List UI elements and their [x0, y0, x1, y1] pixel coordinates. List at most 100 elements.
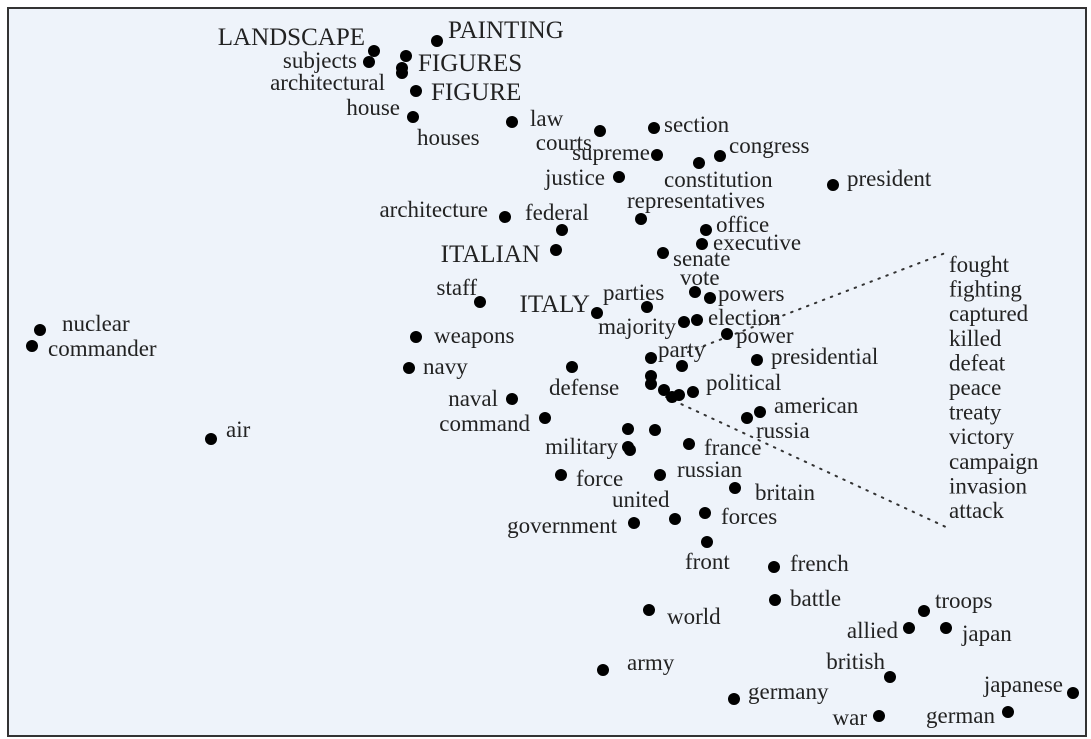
- point-label: ITALY: [520, 291, 590, 318]
- point-architectural: [396, 67, 408, 79]
- point-united: [669, 513, 681, 525]
- callout-word: fought: [949, 252, 1010, 277]
- point-label: naval: [448, 386, 498, 411]
- point-landscape: [368, 45, 380, 57]
- callout-lines: [665, 251, 949, 529]
- point-label: troops: [935, 588, 993, 613]
- point-label: britain: [755, 480, 816, 505]
- point-italy: [591, 307, 603, 319]
- point: [645, 378, 657, 390]
- point-forces: [699, 507, 711, 519]
- point: [658, 384, 670, 396]
- point-representatives: [635, 213, 647, 225]
- point-war: [873, 710, 885, 722]
- point-label: FIGURES: [418, 50, 522, 77]
- point: [566, 361, 578, 373]
- point-russian: [654, 469, 666, 481]
- point-label: powers: [718, 281, 784, 306]
- point-army: [597, 664, 609, 676]
- callout-word-list: foughtfightingcapturedkilleddefeatpeacet…: [949, 252, 1039, 523]
- point-law: [506, 116, 518, 128]
- point-label: american: [774, 393, 859, 418]
- point-allied: [903, 622, 915, 634]
- point-label: french: [790, 551, 849, 576]
- plot-frame: [7, 7, 1087, 737]
- point: [649, 424, 661, 436]
- point-label: FIGURE: [431, 79, 521, 106]
- point-label: executive: [713, 230, 801, 255]
- point-britain: [729, 482, 741, 494]
- point-label: justice: [544, 165, 605, 190]
- point-label: houses: [417, 125, 480, 150]
- point-label: staff: [437, 275, 478, 300]
- point-navy: [403, 362, 415, 374]
- points-layer: [26, 35, 1079, 722]
- point-air: [205, 433, 217, 445]
- point-federal: [556, 224, 568, 236]
- point-troops: [918, 605, 930, 617]
- point-british: [884, 671, 896, 683]
- point-figures: [400, 50, 412, 62]
- point-world: [643, 604, 655, 616]
- point-front: [701, 536, 713, 548]
- point: [666, 391, 678, 403]
- point-label: ITALIAN: [441, 241, 540, 268]
- point-majority: [678, 316, 690, 328]
- point-command: [539, 412, 551, 424]
- point-constitution: [693, 157, 705, 169]
- point-label: election: [708, 305, 781, 330]
- point-naval: [506, 393, 518, 405]
- point-presidential: [751, 354, 763, 366]
- point-label: forces: [721, 504, 777, 529]
- point-senate: [657, 247, 669, 259]
- point-election: [691, 314, 703, 326]
- point-section: [648, 122, 660, 134]
- callout-word: killed: [949, 326, 1002, 351]
- point-label: LANDSCAPE: [218, 24, 365, 51]
- point-label: british: [826, 649, 885, 674]
- point-label: navy: [423, 354, 468, 379]
- point-label: command: [439, 411, 530, 436]
- point-nuclear: [34, 324, 46, 336]
- point-courts: [594, 125, 606, 137]
- point-government: [628, 517, 640, 529]
- point-label: battle: [790, 586, 841, 611]
- point-label: france: [704, 435, 761, 460]
- point-weapons: [410, 331, 422, 343]
- point-germany: [728, 693, 740, 705]
- point: [624, 444, 636, 456]
- point-label: party: [658, 337, 706, 362]
- point-label: nuclear: [62, 311, 130, 336]
- point-france: [683, 438, 695, 450]
- point-french: [768, 561, 780, 573]
- point-architecture: [499, 211, 511, 223]
- point-russia: [741, 412, 753, 424]
- point-label: force: [576, 466, 623, 491]
- point-german: [1002, 706, 1014, 718]
- point-vote: [689, 286, 701, 298]
- point-label: german: [926, 703, 995, 728]
- point-label: section: [664, 112, 730, 137]
- point-political: [687, 386, 699, 398]
- point-label: united: [612, 487, 670, 512]
- point-label: architecture: [379, 197, 488, 222]
- point-label: majority: [598, 314, 676, 339]
- point-staff: [474, 296, 486, 308]
- point-label: house: [346, 95, 400, 120]
- callout-word: peace: [949, 375, 1001, 400]
- point-executive: [696, 238, 708, 250]
- point-label: front: [685, 549, 730, 574]
- point-label: supreme: [572, 140, 650, 165]
- point-label: russian: [677, 457, 743, 482]
- point-label: PAINTING: [448, 17, 564, 44]
- point-label: constitution: [664, 167, 773, 192]
- point-label: subjects: [283, 48, 357, 73]
- callout-word: captured: [949, 301, 1029, 326]
- point-house: [407, 111, 419, 123]
- point-label: law: [530, 106, 564, 131]
- point-subjects: [363, 56, 375, 68]
- point-american: [754, 406, 766, 418]
- callout-word: invasion: [949, 473, 1027, 498]
